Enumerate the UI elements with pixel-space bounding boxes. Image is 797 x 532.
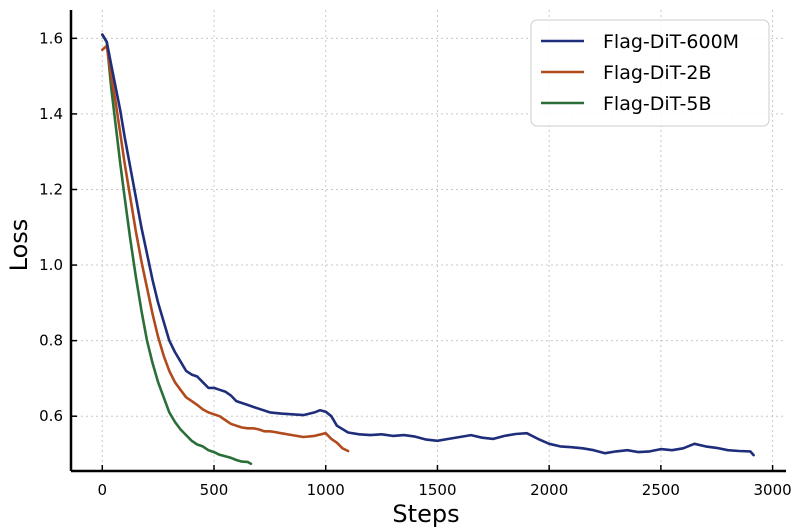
x-tick-label: 1500 [418, 481, 456, 499]
x-tick-label: 1000 [307, 481, 345, 499]
y-tick-label: 1.4 [39, 105, 63, 123]
x-tick-label: 2500 [642, 481, 680, 499]
x-tick-label: 0 [98, 481, 108, 499]
y-tick-label: 1.2 [39, 180, 63, 198]
x-tick-label: 500 [200, 481, 229, 499]
legend-label-flag-dit-2b: Flag-DiT-2B [603, 62, 712, 84]
y-tick-label: 1.6 [39, 29, 63, 47]
legend: Flag-DiT-600M Flag-DiT-2B Flag-DiT-5B [530, 19, 770, 127]
y-axis-title: Loss [5, 219, 33, 272]
x-tick-label: 3000 [754, 481, 792, 499]
axis-ticks: 0 500 1000 1500 2000 2500 3000 0.6 0.8 1.0 1.2 1.4 1… [39, 29, 792, 499]
series-line-flag-dit-600m [101, 33, 755, 457]
x-axis-title: Steps [392, 500, 459, 528]
y-tick-label: 0.8 [39, 332, 63, 350]
series-line-flag-dit-2b [101, 44, 350, 453]
series-line-flag-dit-5b [101, 33, 253, 466]
legend-label-flag-dit-5b: Flag-DiT-5B [603, 93, 712, 115]
x-tick-label: 2000 [530, 481, 568, 499]
series-lines [101, 33, 755, 466]
y-tick-label: 0.6 [39, 407, 63, 425]
y-tick-label: 1.0 [39, 256, 63, 274]
legend-label-flag-dit-600m: Flag-DiT-600M [603, 31, 739, 53]
axes [69, 10, 786, 473]
legend-box [530, 19, 770, 127]
